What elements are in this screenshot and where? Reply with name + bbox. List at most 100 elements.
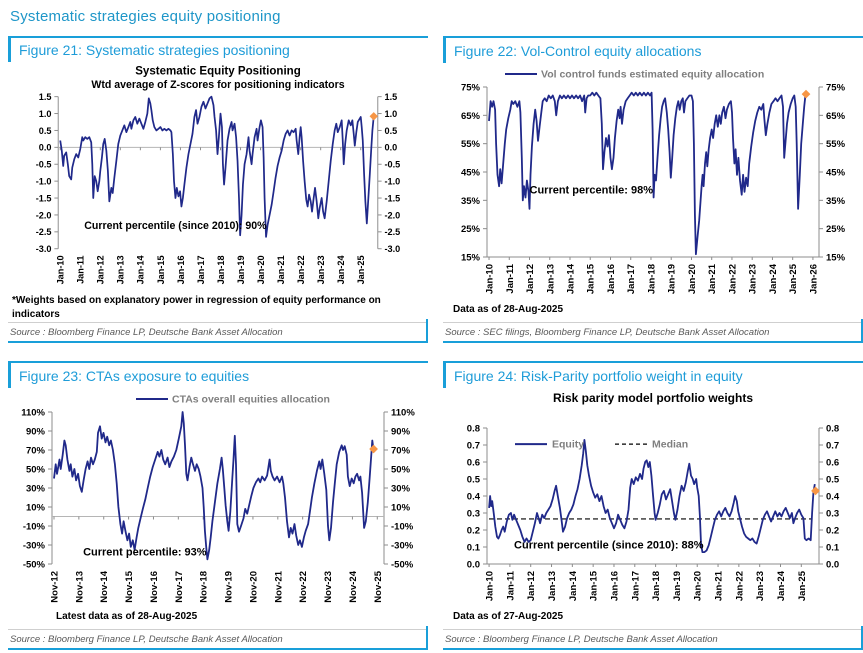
svg-text:70%: 70% <box>26 446 46 457</box>
svg-text:0.7: 0.7 <box>826 441 839 452</box>
svg-text:0.5: 0.5 <box>39 126 52 136</box>
svg-text:Nov-13: Nov-13 <box>74 571 85 603</box>
svg-text:0.0: 0.0 <box>39 143 52 153</box>
svg-text:0.5: 0.5 <box>385 126 398 136</box>
svg-text:Jan-24: Jan-24 <box>776 570 787 601</box>
figure-23-label: Figure 23: CTAs exposure to equities <box>19 367 250 384</box>
svg-text:-30%: -30% <box>391 541 414 552</box>
svg-text:65%: 65% <box>826 111 846 122</box>
svg-text:Jan-17: Jan-17 <box>196 256 206 285</box>
svg-text:Jan-19: Jan-19 <box>236 256 246 285</box>
svg-text:0.2: 0.2 <box>467 526 480 537</box>
svg-text:Nov-22: Nov-22 <box>298 571 309 603</box>
figure-24-panel: Figure 24: Risk-Parity portfolio weight … <box>443 361 863 650</box>
svg-text:Jan-10: Jan-10 <box>56 256 66 285</box>
svg-text:Jan-22: Jan-22 <box>728 264 739 294</box>
svg-text:10%: 10% <box>26 503 46 514</box>
figure-23-data-as-of: Latest data as of 28-Aug-2025 <box>56 611 198 622</box>
svg-text:Jan-14: Jan-14 <box>136 255 146 285</box>
svg-text:0.5: 0.5 <box>467 475 481 486</box>
svg-text:Jan-25: Jan-25 <box>356 256 366 285</box>
svg-text:Jan-11: Jan-11 <box>505 263 516 293</box>
svg-text:50%: 50% <box>391 465 411 476</box>
svg-text:0.4: 0.4 <box>467 492 481 503</box>
svg-text:Jan-16: Jan-16 <box>176 256 186 285</box>
svg-text:30%: 30% <box>26 484 46 495</box>
svg-text:Jan-17: Jan-17 <box>630 571 641 601</box>
svg-text:-2.5: -2.5 <box>385 227 401 237</box>
svg-text:Jan-21: Jan-21 <box>276 256 286 285</box>
svg-text:1.0: 1.0 <box>385 109 398 119</box>
svg-text:90%: 90% <box>391 427 411 438</box>
svg-text:-2.0: -2.0 <box>36 210 52 220</box>
svg-text:Risk parity model portfolio we: Risk parity model portfolio weights <box>553 391 753 405</box>
svg-text:Jan-11: Jan-11 <box>76 256 86 284</box>
figure-21-header: Figure 21: Systematic strategies positio… <box>8 38 428 63</box>
svg-text:-3.0: -3.0 <box>36 244 52 254</box>
svg-text:Nov-15: Nov-15 <box>124 570 135 602</box>
svg-text:Jan-18: Jan-18 <box>651 571 662 601</box>
svg-text:55%: 55% <box>826 139 846 150</box>
figure-21-bottom-border <box>8 319 428 343</box>
svg-text:25%: 25% <box>826 224 846 235</box>
svg-text:Jan-21: Jan-21 <box>707 263 718 294</box>
svg-text:1.5: 1.5 <box>39 92 52 102</box>
svg-text:Equity: Equity <box>552 439 584 451</box>
svg-text:65%: 65% <box>461 111 481 122</box>
svg-text:0.4: 0.4 <box>826 492 840 503</box>
svg-text:Current percentile: 98%: Current percentile: 98% <box>530 184 654 196</box>
svg-text:0.0: 0.0 <box>385 143 398 153</box>
svg-text:Jan-14: Jan-14 <box>566 263 577 294</box>
figure-24-data-as-of: Data as of 27-Aug-2025 <box>453 611 564 622</box>
svg-text:-1.0: -1.0 <box>36 177 52 187</box>
figure-23-source: Source : Bloomberg Finance LP, Deutsche … <box>8 629 428 648</box>
svg-text:Jan-15: Jan-15 <box>589 570 600 601</box>
svg-text:-10%: -10% <box>391 522 414 533</box>
svg-text:75%: 75% <box>826 83 846 94</box>
figures-grid: Figure 21: Systematic strategies positio… <box>8 36 863 650</box>
figure-24-chart: 0.8 0.8 0.7 0.7 0.6 0.6 0.5 0.5 0.4 0.4 0.3 0.3 0.2 0… <box>467 391 840 601</box>
svg-text:0.7: 0.7 <box>467 441 480 452</box>
svg-text:Wtd average of Z-scores for po: Wtd average of Z-scores for positioning … <box>91 79 344 91</box>
svg-text:Jan-20: Jan-20 <box>687 264 698 294</box>
figure-22-header: Figure 22: Vol-Control equity allocation… <box>443 38 863 63</box>
svg-text:Jan-22: Jan-22 <box>734 571 745 601</box>
svg-text:-30%: -30% <box>23 541 46 552</box>
svg-text:-1.5: -1.5 <box>36 193 52 203</box>
figure-22-panel: Figure 22: Vol-Control equity allocation… <box>443 36 863 343</box>
svg-text:15%: 15% <box>461 253 481 264</box>
svg-text:0.5: 0.5 <box>826 475 840 486</box>
figure-21-source: Source : Bloomberg Finance LP, Deutsche … <box>8 322 428 341</box>
svg-text:Nov-25: Nov-25 <box>373 570 384 602</box>
svg-text:Nov-21: Nov-21 <box>273 570 284 602</box>
svg-text:Jan-24: Jan-24 <box>336 255 346 285</box>
svg-text:Nov-23: Nov-23 <box>323 571 334 603</box>
svg-text:Nov-18: Nov-18 <box>199 571 210 603</box>
svg-text:Jan-25: Jan-25 <box>797 570 808 601</box>
svg-text:Nov-16: Nov-16 <box>149 571 160 603</box>
svg-text:Nov-19: Nov-19 <box>224 571 235 603</box>
svg-text:-1.5: -1.5 <box>385 193 401 203</box>
figure-22-bottom-border <box>443 319 863 343</box>
svg-text:Jan-23: Jan-23 <box>316 256 326 285</box>
svg-text:Jan-16: Jan-16 <box>610 571 621 601</box>
svg-text:Jan-23: Jan-23 <box>748 264 759 294</box>
figure-22-chart: 75% 75% 65% 65% 55% 55% 45% 45% 35% 35% 25% 25% 15% 1… <box>461 69 846 295</box>
svg-text:75%: 75% <box>461 83 481 94</box>
figure-23-bottom-border <box>8 626 428 650</box>
svg-text:0.8: 0.8 <box>467 424 480 435</box>
svg-text:55%: 55% <box>461 139 481 150</box>
svg-text:-10%: -10% <box>23 522 46 533</box>
svg-text:0.1: 0.1 <box>826 543 840 554</box>
svg-text:Jan-17: Jan-17 <box>626 264 637 294</box>
svg-text:0.0: 0.0 <box>826 560 839 571</box>
svg-text:0.1: 0.1 <box>467 543 481 554</box>
svg-text:Jan-26: Jan-26 <box>808 264 819 294</box>
svg-text:Jan-16: Jan-16 <box>606 264 617 294</box>
svg-text:45%: 45% <box>461 168 481 179</box>
svg-text:Jan-20: Jan-20 <box>693 571 704 601</box>
svg-text:Jan-19: Jan-19 <box>667 264 678 294</box>
svg-text:Jan-25: Jan-25 <box>788 263 799 294</box>
svg-text:Jan-21: Jan-21 <box>714 570 725 601</box>
